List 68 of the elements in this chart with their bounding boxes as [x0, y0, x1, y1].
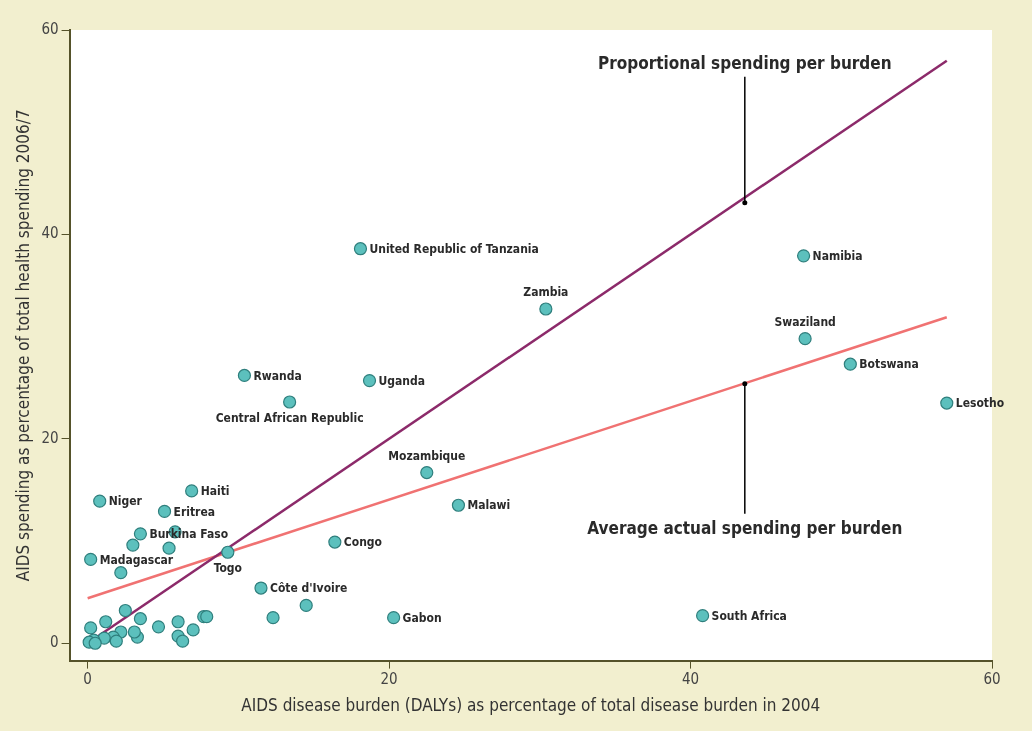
point [157, 504, 172, 518]
x-tick-label: 40 [681, 670, 700, 689]
point [84, 552, 98, 567]
point [237, 368, 252, 383]
data-label: Lesotho [955, 396, 1005, 411]
data-label: Swaziland [774, 314, 836, 329]
y-axis-title: AIDS spending as percentage of total health spending 2006/7 [12, 109, 33, 582]
point [299, 598, 313, 613]
point [387, 611, 401, 625]
y-tick-label: 20 [41, 428, 59, 447]
point [127, 625, 141, 639]
point [696, 609, 710, 623]
data-label: Gabon [402, 610, 442, 625]
point [162, 541, 176, 555]
annotation: Average actual spending per burden [587, 518, 903, 539]
data-label: Botswana [859, 357, 919, 372]
data-label: United Republic of Tanzania [369, 241, 539, 256]
point [266, 611, 280, 625]
data-label: Haiti [200, 484, 230, 499]
y-tick-label: 60 [41, 19, 59, 38]
data-label: Togo [213, 561, 242, 576]
point [451, 498, 466, 512]
point [133, 527, 148, 541]
point [539, 302, 553, 316]
y-tick-label: 40 [41, 224, 59, 243]
data-label: Rwanda [253, 368, 302, 383]
point [126, 538, 140, 552]
data-label: Côte d'Ivoire [269, 581, 348, 596]
point [109, 634, 123, 648]
point [254, 581, 268, 595]
data-label: South Africa [711, 608, 787, 623]
data-label: Central African Republic [215, 411, 364, 426]
data-label: Eritrea [173, 504, 216, 519]
x-axis-title: AIDS disease burden (DALYs) as percentage of total disease burden in 2004 [241, 695, 821, 716]
point [93, 494, 107, 508]
data-label: Madagascar [99, 552, 174, 567]
point [362, 373, 377, 388]
point [328, 535, 342, 549]
point [114, 566, 128, 580]
point [353, 242, 368, 256]
data-label: Mozambique [388, 448, 466, 463]
point [221, 545, 235, 559]
data-label: Congo [343, 535, 383, 550]
data-label: Niger [108, 494, 143, 509]
annotation: Proportional spending per burden [598, 53, 892, 74]
data-label: Zambia [523, 285, 569, 300]
point [176, 634, 190, 648]
data-label: Namibia [812, 249, 863, 263]
data-label: Uganda [378, 373, 425, 388]
x-tick-label: 60 [983, 670, 1001, 689]
point [797, 249, 811, 263]
point [99, 615, 113, 629]
point [84, 621, 98, 635]
x-tick-label: 20 [380, 670, 398, 689]
point [171, 615, 185, 629]
point [151, 620, 166, 634]
point [940, 396, 954, 410]
point [133, 612, 148, 626]
point [420, 465, 434, 480]
point [185, 484, 199, 498]
data-label: Malawi [467, 498, 511, 513]
point [798, 332, 812, 346]
point [843, 357, 857, 371]
point [118, 603, 132, 618]
y-tick-label: 0 [49, 633, 59, 652]
x-tick-label: 0 [83, 670, 92, 689]
point [186, 623, 200, 637]
point [283, 395, 297, 409]
